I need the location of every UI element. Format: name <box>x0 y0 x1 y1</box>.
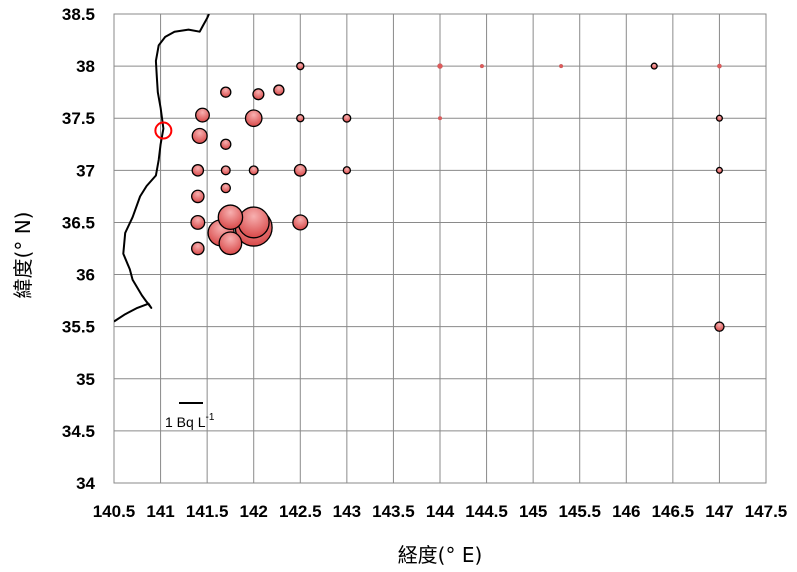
data-bubble <box>714 321 725 332</box>
y-tick-label: 34.5 <box>62 422 95 441</box>
data-bubble <box>479 64 485 69</box>
data-bubble <box>218 231 243 256</box>
y-tick-label: 34 <box>76 474 95 493</box>
data-bubble <box>437 63 443 69</box>
y-tick-label: 36 <box>76 266 95 285</box>
data-bubble <box>273 84 285 96</box>
y-tick-label: 35 <box>76 370 95 389</box>
svg-text:1 Bq L-1: 1 Bq L-1 <box>165 412 215 430</box>
data-bubble <box>220 182 232 194</box>
y-tick-label: 38.5 <box>62 5 95 24</box>
data-bubble <box>342 113 352 123</box>
y-axis-title: 緯度(° N) <box>11 212 35 299</box>
y-tick-label: 35.5 <box>62 318 95 337</box>
y-tick-labels: 34 34.5 35 35.5 36 36.5 37 37.5 38 38.5 <box>62 5 96 493</box>
plant-marker <box>154 121 173 140</box>
coastline-path <box>114 14 210 323</box>
data-bubble <box>293 163 307 177</box>
x-axis-title: 経度(° E) <box>398 543 483 567</box>
data-bubble <box>252 88 265 101</box>
x-tick-label: 140.5 <box>93 502 136 521</box>
x-tick-label: 143.5 <box>372 502 415 521</box>
data-bubble <box>248 165 259 176</box>
data-bubble <box>191 127 208 145</box>
x-tick-label: 147 <box>705 502 733 521</box>
data-bubble <box>191 189 205 204</box>
x-tick-label: 142 <box>240 502 268 521</box>
data-bubble <box>191 164 205 177</box>
data-bubble <box>650 62 658 70</box>
y-tick-label: 36.5 <box>62 213 95 232</box>
data-bubble <box>191 241 205 256</box>
x-tick-label: 145 <box>519 502 547 521</box>
data-bubble <box>244 109 263 128</box>
scale-label-superscript: -1 <box>205 412 214 423</box>
plant-marker-group <box>154 121 173 140</box>
x-tick-labels: 140.5 141 141.5 142 142.5 143 143.5 144 144.5 145… <box>93 502 788 521</box>
data-bubble <box>558 64 564 69</box>
data-bubble <box>292 214 309 231</box>
data-bubble <box>342 166 352 175</box>
data-bubble <box>715 166 723 174</box>
data-bubble <box>220 138 232 150</box>
data-bubble <box>437 116 443 121</box>
scale-label: 1 Bq L <box>165 414 206 430</box>
x-tick-label: 143 <box>333 502 361 521</box>
x-tick-label: 146.5 <box>652 502 695 521</box>
data-bubbles <box>190 61 725 332</box>
y-tick-label: 37 <box>76 161 95 180</box>
y-tick-label: 38 <box>76 57 95 76</box>
data-bubble <box>220 86 232 98</box>
x-tick-label: 145.5 <box>558 502 601 521</box>
x-tick-label: 144.5 <box>465 502 508 521</box>
x-tick-label: 147.5 <box>745 502 788 521</box>
scale-legend: 1 Bq L-1 <box>165 402 215 430</box>
data-bubble <box>195 107 210 123</box>
data-bubble <box>237 206 270 239</box>
data-bubble <box>220 165 231 176</box>
data-bubble <box>296 61 305 71</box>
x-tick-label: 144 <box>426 502 455 521</box>
x-tick-label: 141 <box>146 502 174 521</box>
x-tick-label: 146 <box>612 502 640 521</box>
data-bubble <box>715 114 723 122</box>
coastline <box>114 14 210 323</box>
data-bubble <box>717 63 722 69</box>
x-tick-label: 142.5 <box>279 502 322 521</box>
data-bubble <box>217 204 244 231</box>
y-tick-label: 37.5 <box>62 109 95 128</box>
x-tick-label: 141.5 <box>186 502 229 521</box>
data-bubble <box>190 214 206 230</box>
data-bubble <box>296 114 305 123</box>
